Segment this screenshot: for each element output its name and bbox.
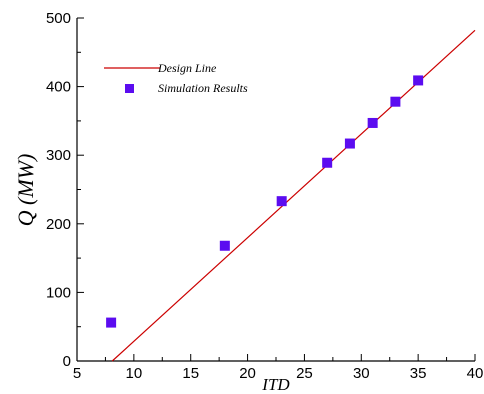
y-tick-label: 0 bbox=[63, 353, 71, 370]
y-tick-label: 400 bbox=[46, 79, 71, 96]
x-tick-label: 30 bbox=[353, 365, 370, 382]
x-tick-label: 5 bbox=[73, 365, 81, 382]
y-tick-label: 100 bbox=[46, 284, 71, 301]
x-tick-label: 10 bbox=[126, 365, 143, 382]
simulation-point bbox=[322, 157, 333, 168]
x-tick-label: 40 bbox=[467, 365, 484, 382]
y-tick-label: 200 bbox=[46, 216, 71, 233]
simulation-point bbox=[219, 240, 230, 251]
x-axis-title: ITD bbox=[261, 375, 290, 394]
simulation-point bbox=[106, 317, 117, 328]
y-axis-title: Q (MW) bbox=[13, 154, 38, 227]
y-tick-label: 500 bbox=[46, 10, 71, 27]
x-tick-label: 15 bbox=[182, 365, 199, 382]
simulation-point bbox=[276, 196, 287, 207]
x-tick-label: 25 bbox=[296, 365, 313, 382]
simulation-point bbox=[367, 117, 378, 128]
legend: Design Line Simulation Results bbox=[104, 61, 248, 95]
plot-area bbox=[106, 29, 476, 362]
legend-design-line-label: Design Line bbox=[157, 61, 217, 75]
simulation-point bbox=[390, 96, 401, 107]
x-tick-label: 35 bbox=[410, 365, 427, 382]
x-tick-label: 20 bbox=[239, 365, 256, 382]
legend-simulation-marker-swatch bbox=[125, 84, 134, 93]
simulation-point bbox=[413, 75, 424, 86]
legend-simulation-results-label: Simulation Results bbox=[158, 81, 248, 95]
design-line bbox=[111, 29, 476, 362]
simulation-point bbox=[344, 138, 355, 149]
y-tick-label: 300 bbox=[46, 147, 71, 164]
axes bbox=[76, 18, 475, 362]
